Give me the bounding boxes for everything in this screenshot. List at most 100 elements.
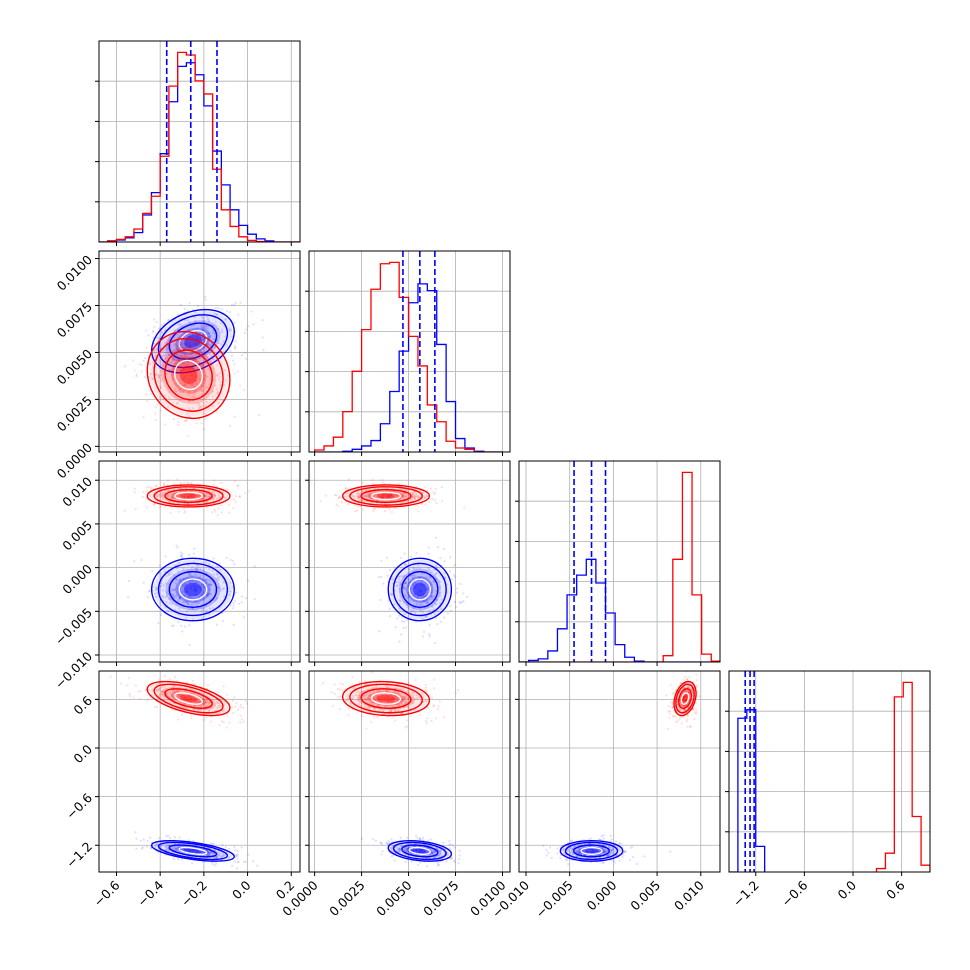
sample-point (623, 850, 626, 853)
sample-point (194, 376, 197, 379)
sample-point (207, 709, 211, 712)
sample-point (194, 589, 197, 592)
sample-point (191, 347, 194, 351)
sample-point (419, 848, 423, 851)
sample-point (607, 854, 610, 857)
sample-point (425, 865, 429, 868)
sample-point (162, 584, 166, 587)
sample-point (210, 362, 213, 365)
sample-point (174, 350, 177, 353)
contour-1 (168, 844, 218, 858)
sample-point (393, 700, 396, 703)
sample-point (220, 343, 223, 346)
sample-point (190, 353, 193, 356)
sample-point (229, 581, 232, 584)
sample-point (333, 692, 336, 696)
panel-2-0: −0.010−0.0050.0000.0050.010 (52, 460, 301, 692)
sample-point (228, 587, 231, 590)
sample-point (236, 484, 239, 487)
sample-point (403, 574, 406, 577)
sample-point (569, 851, 572, 854)
sample-point (191, 362, 194, 366)
sample-point (141, 846, 144, 849)
sample-point (591, 848, 594, 851)
sample-point (153, 355, 157, 358)
sample-point (150, 356, 154, 359)
sample-point (600, 846, 603, 849)
sample-point (181, 601, 185, 604)
sample-point (406, 848, 409, 851)
sample-point (413, 585, 416, 588)
sample-point (135, 375, 138, 378)
sample-point (409, 555, 413, 558)
contour-0 (157, 841, 229, 861)
sample-point (409, 599, 412, 602)
sample-point (215, 374, 218, 377)
sample-point (390, 710, 393, 713)
sample-point (156, 374, 159, 377)
sample-point (166, 489, 170, 492)
sample-point (215, 856, 218, 859)
sample-point (380, 694, 383, 697)
sample-point (206, 315, 209, 319)
sample-point (389, 846, 392, 850)
x-tick-label: −0.2 (178, 878, 210, 910)
sample-point (366, 706, 369, 709)
sample-point (211, 404, 214, 408)
sample-point (222, 581, 225, 584)
sample-point (416, 592, 419, 596)
sample-point (178, 578, 181, 581)
sample-point (361, 508, 365, 511)
sample-point (193, 376, 196, 379)
sample-point (177, 566, 180, 569)
sample-point (424, 688, 427, 691)
sample-point (685, 693, 688, 696)
sample-point (191, 579, 194, 582)
sample-point (179, 367, 182, 370)
sample-point (679, 682, 682, 685)
sample-point (683, 709, 687, 712)
sample-point (187, 378, 190, 381)
sample-point (397, 704, 401, 707)
sample-point (417, 849, 420, 852)
sample-point (683, 700, 686, 703)
sample-point (230, 706, 234, 709)
sample-point (377, 689, 381, 692)
sample-point (367, 705, 370, 708)
sample-point (233, 480, 236, 483)
sample-point (398, 482, 401, 486)
sample-point (609, 834, 612, 837)
density-level-3 (413, 582, 427, 597)
sample-point (548, 846, 552, 849)
contour-0 (392, 562, 447, 617)
sample-point (433, 850, 436, 854)
sample-point (610, 849, 613, 852)
sample-point (188, 596, 191, 599)
sample-point (186, 699, 190, 702)
sample-point (214, 320, 217, 323)
sample-point (410, 610, 413, 614)
contour-0 (675, 683, 695, 714)
sample-point (189, 694, 192, 697)
sample-point (411, 849, 414, 852)
sample-point (219, 856, 222, 859)
sample-point (386, 698, 389, 701)
y-tick-label: 0.005 (59, 517, 95, 553)
sample-point (201, 364, 204, 367)
sample-point (575, 850, 578, 853)
sample-point (166, 346, 169, 349)
sample-point (262, 348, 265, 352)
density-level-3 (184, 334, 202, 348)
sample-point (401, 495, 404, 498)
sample-point (402, 688, 405, 691)
sample-point (165, 600, 168, 603)
sample-point (439, 852, 443, 856)
sample-point (154, 406, 158, 409)
sample-point (206, 343, 209, 346)
sample-point (194, 582, 197, 585)
sample-point (231, 559, 235, 562)
sample-point (685, 696, 688, 699)
sample-point (360, 704, 363, 707)
sample-point (353, 500, 356, 504)
sample-point (363, 694, 366, 698)
